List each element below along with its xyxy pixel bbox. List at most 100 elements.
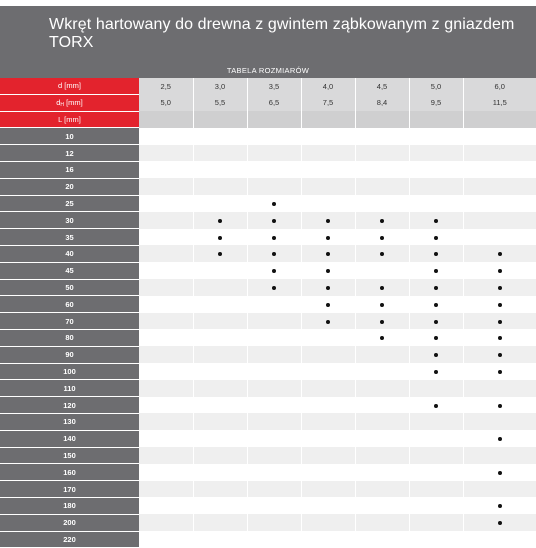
availability-dot-icon — [218, 252, 222, 257]
availability-cell — [193, 363, 248, 380]
table-row: 150 — [0, 447, 536, 465]
availability-cell — [301, 228, 356, 246]
availability-cell — [301, 262, 356, 280]
availability-dot-icon — [326, 285, 330, 290]
length-label: 45 — [0, 262, 139, 280]
header-value-cell — [139, 111, 194, 128]
availability-cell — [463, 228, 536, 246]
availability-dot-icon — [380, 319, 384, 324]
length-label: 160 — [0, 463, 139, 482]
availability-dot-icon — [497, 369, 502, 374]
availability-cell — [247, 363, 302, 380]
availability-dot-icon — [497, 437, 502, 442]
table-caption: TABELA ROZMIARÓW — [0, 62, 536, 78]
availability-dot-icon — [380, 235, 384, 240]
header-label: L [mm] — [0, 111, 139, 129]
availability-cell — [193, 228, 248, 246]
availability-cell — [355, 245, 410, 263]
availability-cell — [409, 413, 464, 431]
availability-cell — [193, 144, 248, 162]
availability-cell — [463, 531, 536, 548]
availability-cell — [193, 245, 248, 263]
availability-dot-icon — [434, 235, 438, 240]
availability-cell — [301, 514, 356, 532]
availability-cell — [247, 480, 302, 498]
availability-cell — [463, 480, 536, 498]
table-row: 20 — [0, 178, 536, 196]
availability-cell — [355, 144, 410, 162]
availability-cell — [139, 245, 194, 263]
availability-cell — [409, 463, 464, 481]
availability-cell — [463, 447, 536, 464]
availability-cell — [409, 195, 464, 212]
header-label-main: d [mm] — [58, 81, 81, 91]
availability-cell — [301, 463, 356, 481]
availability-cell — [139, 463, 194, 481]
availability-cell — [409, 144, 464, 162]
availability-cell — [409, 228, 464, 246]
availability-cell — [463, 514, 536, 532]
availability-dot-icon — [497, 319, 502, 324]
header-value-cell — [409, 111, 464, 128]
availability-dot-icon — [272, 269, 276, 274]
availability-cell — [139, 178, 194, 196]
availability-cell — [301, 430, 356, 448]
availability-dot-icon — [434, 252, 438, 257]
header-value-cell: 8,4 — [355, 94, 410, 112]
availability-cell — [139, 363, 194, 380]
availability-cell — [139, 312, 194, 330]
availability-cell — [139, 497, 194, 515]
availability-cell — [193, 178, 248, 196]
availability-cell — [301, 329, 356, 347]
availability-cell — [355, 463, 410, 481]
availability-cell — [301, 195, 356, 212]
availability-cell — [193, 295, 248, 313]
table-row: 140 — [0, 430, 536, 448]
availability-cell — [247, 447, 302, 464]
length-label: 200 — [0, 514, 139, 532]
availability-cell — [463, 346, 536, 364]
availability-cell — [139, 514, 194, 532]
availability-cell — [139, 430, 194, 448]
availability-dot-icon — [380, 218, 384, 223]
availability-cell — [301, 144, 356, 162]
header-label-subscript: H — [60, 101, 65, 108]
availability-cell — [355, 295, 410, 313]
table-row: 180 — [0, 497, 536, 515]
availability-dot-icon — [497, 403, 502, 408]
availability-cell — [301, 396, 356, 414]
availability-cell — [355, 346, 410, 364]
header-label-main: d — [56, 97, 61, 107]
availability-cell — [409, 497, 464, 515]
availability-cell — [409, 279, 464, 296]
length-label: 50 — [0, 279, 139, 297]
availability-cell — [193, 480, 248, 498]
availability-cell — [409, 379, 464, 397]
length-label: 220 — [0, 531, 139, 548]
availability-cell — [463, 279, 536, 296]
availability-cell — [139, 413, 194, 431]
header-value-cell: 7,5 — [301, 94, 356, 112]
length-label: 150 — [0, 447, 139, 465]
availability-cell — [355, 413, 410, 431]
availability-cell — [247, 161, 302, 179]
length-label: 30 — [0, 211, 139, 230]
availability-cell — [193, 312, 248, 330]
availability-cell — [193, 211, 248, 229]
table-row: 50 — [0, 279, 536, 297]
length-label: 10 — [0, 127, 139, 146]
availability-cell — [355, 329, 410, 347]
length-label: 170 — [0, 480, 139, 498]
availability-dot-icon — [326, 319, 330, 324]
availability-dot-icon — [497, 470, 502, 475]
availability-dot-icon — [326, 252, 330, 257]
availability-dot-icon — [497, 252, 502, 257]
header-value-cell: 11,5 — [463, 94, 536, 112]
page-title: Wkręt hartowany do drewna z gwintem ząbk… — [49, 16, 515, 51]
availability-cell — [301, 178, 356, 196]
length-label: 180 — [0, 497, 139, 515]
availability-cell — [193, 262, 248, 280]
availability-cell — [301, 447, 356, 464]
header-label: d [mm] — [0, 78, 139, 95]
availability-cell — [301, 531, 356, 548]
